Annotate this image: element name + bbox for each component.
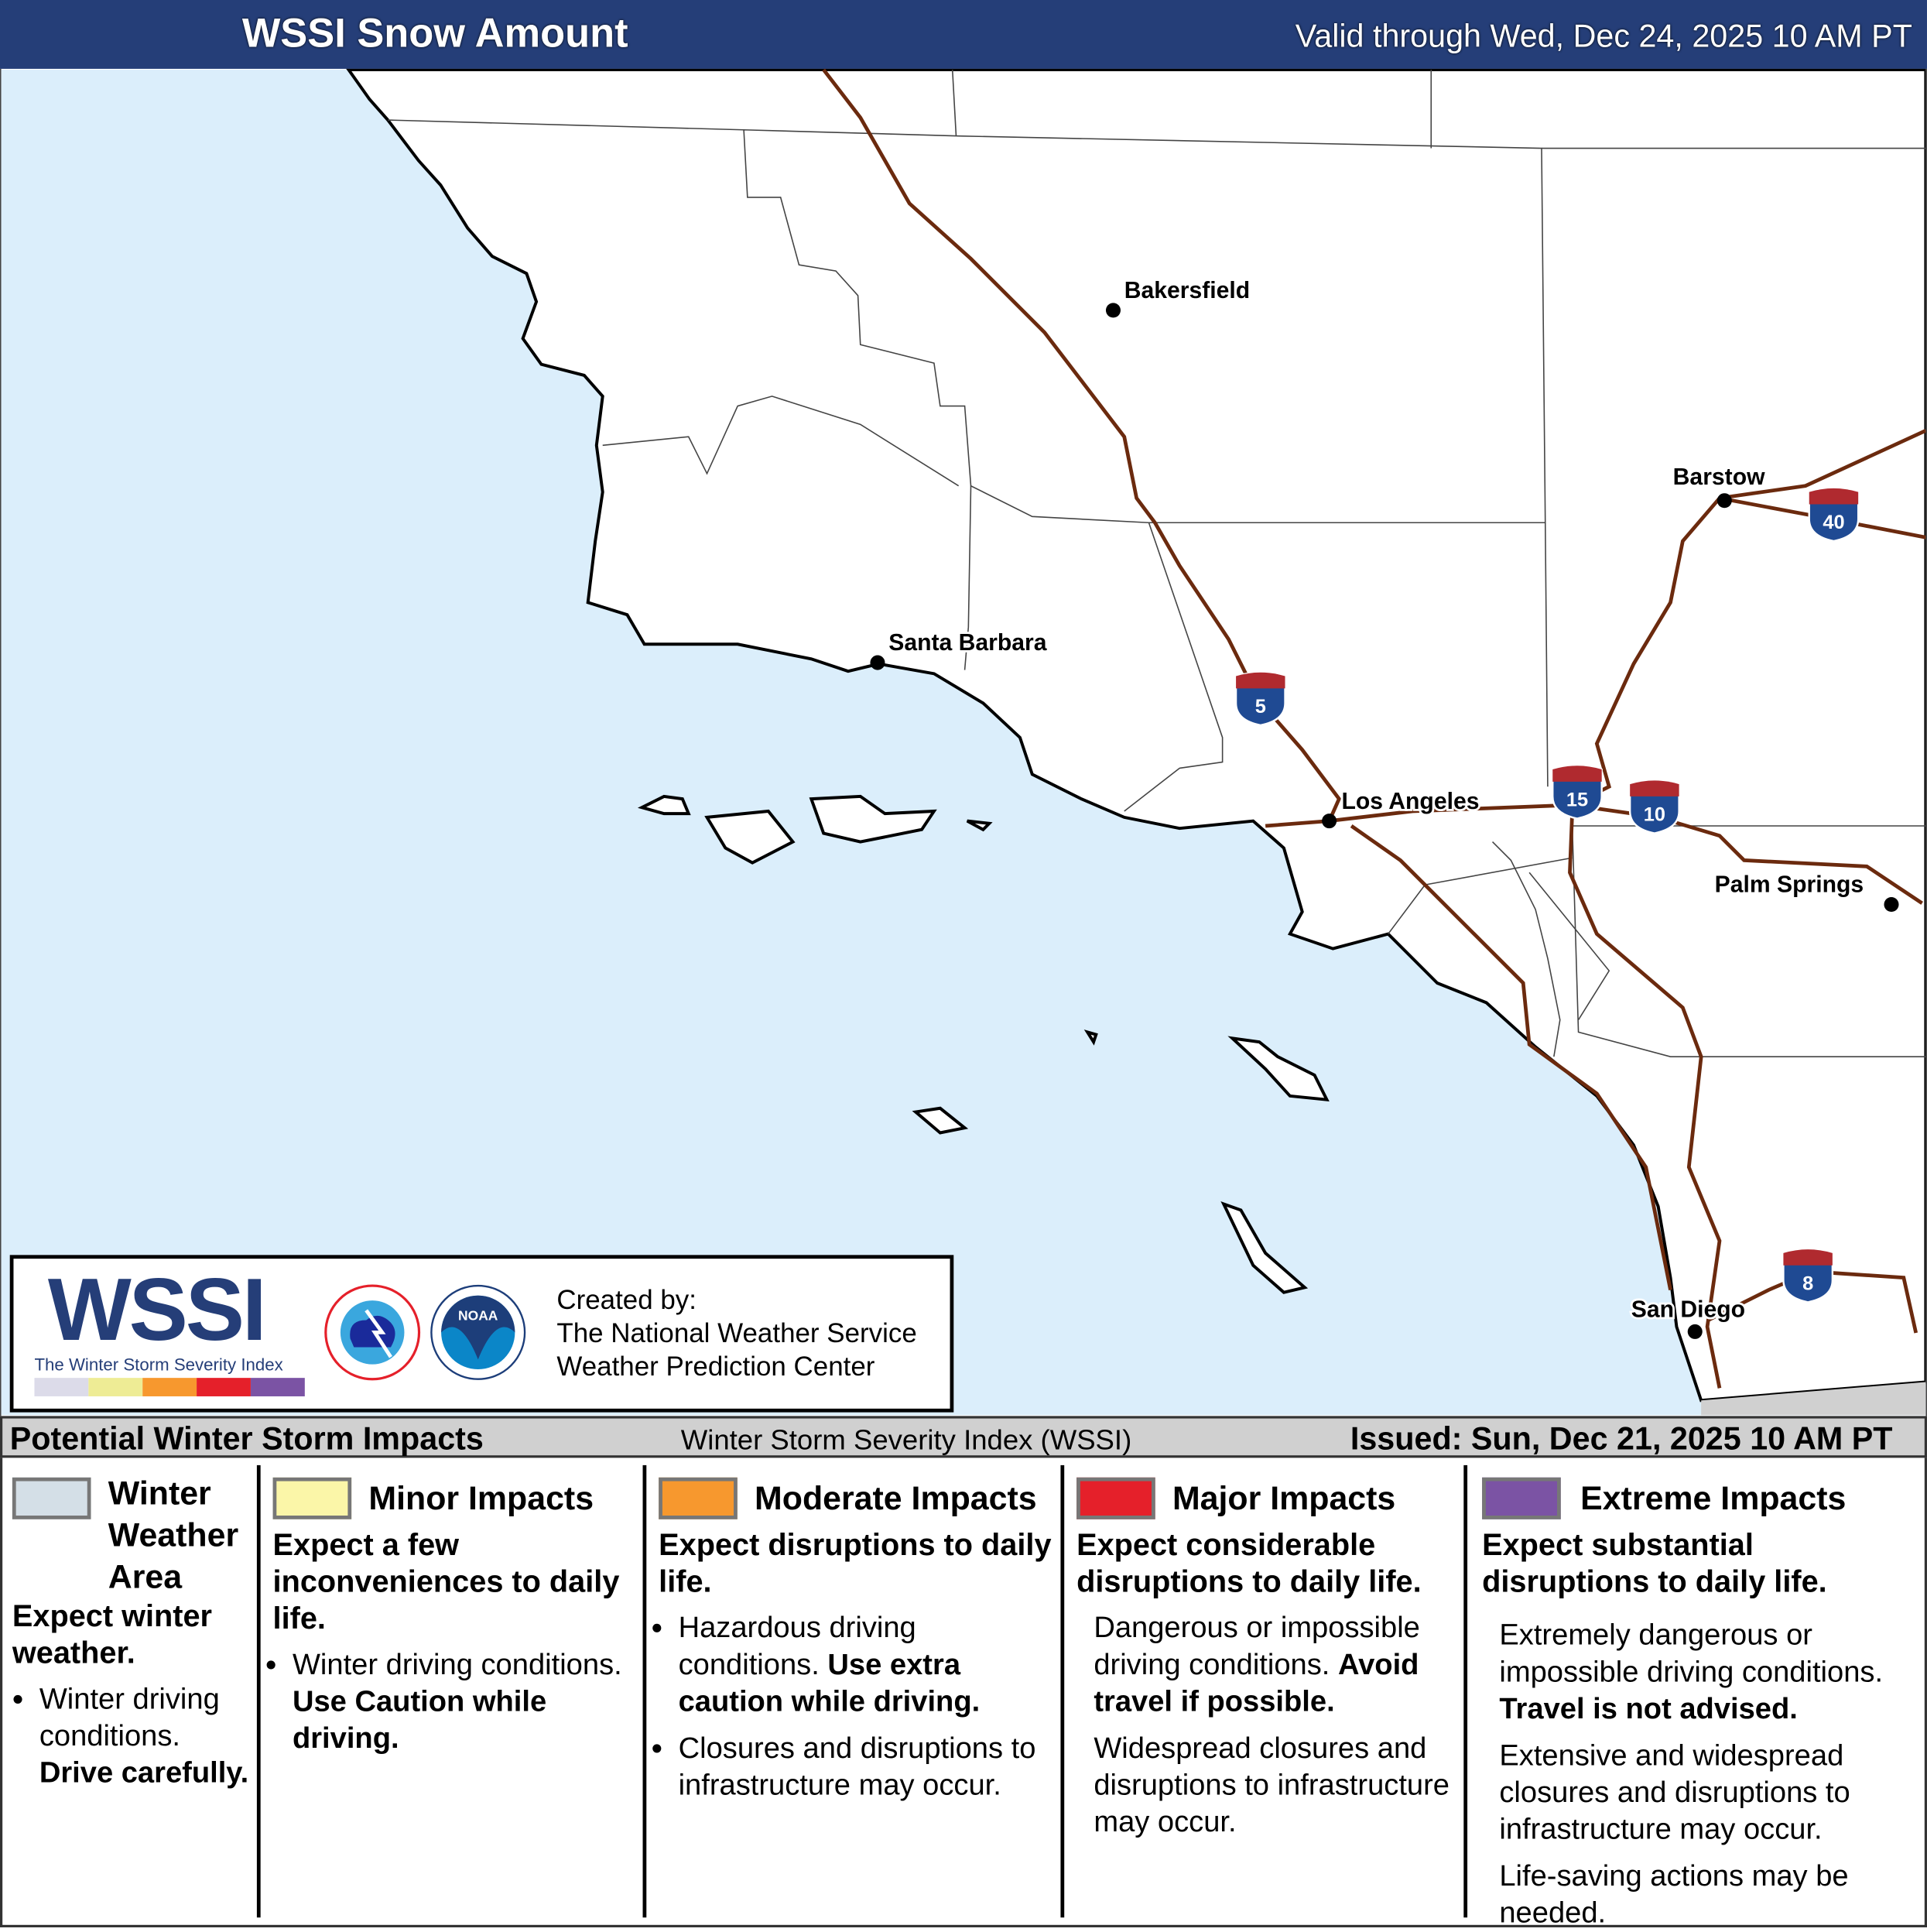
category-bullet: Hazardous driving conditions. Use extra … xyxy=(678,1611,981,1719)
wssi-subtitle: The Winter Storm Severity Index xyxy=(34,1354,283,1375)
legend-extreme: Extreme Impacts Expect substantial disru… xyxy=(1463,1464,1925,1930)
category-name: Extreme Impacts xyxy=(1580,1479,1847,1517)
category-bullet: Dangerous or impossible driving conditio… xyxy=(1094,1611,1420,1719)
interstate-5-shield-icon: 5 xyxy=(1234,671,1286,727)
category-bullet: Extensive and widespread closures and di… xyxy=(1499,1739,1850,1847)
svg-text:10: 10 xyxy=(1644,804,1665,826)
city-label-los-angeles: Los Angeles xyxy=(1341,789,1479,814)
category-bullet: Winter driving conditions. Use Caution w… xyxy=(292,1648,622,1756)
legend-winter-weather-area: Winter Weather Area Expect winter weathe… xyxy=(8,1465,257,1917)
wssi-logo: WSSI xyxy=(47,1261,267,1360)
map: Bakersfield Barstow Santa Barbara Los An… xyxy=(0,68,1927,1416)
city-dot-santa-barbara xyxy=(870,655,885,670)
category-name: Winter Weather Area xyxy=(108,1475,239,1596)
legend-major: Major Impacts Expect considerable disrup… xyxy=(1060,1464,1463,1918)
svg-text:NOAA: NOAA xyxy=(458,1308,498,1324)
swatch xyxy=(12,1477,91,1519)
interstate-40-shield-icon: 40 xyxy=(1808,487,1860,543)
swatch xyxy=(272,1477,352,1519)
category-name: Minor Impacts xyxy=(368,1479,594,1517)
category-bullet: Widespread closures and disruptions to i… xyxy=(1094,1732,1450,1839)
county-lines xyxy=(388,69,1926,1057)
svg-text:15: 15 xyxy=(1566,790,1588,811)
city-label-barstow: Barstow xyxy=(1673,464,1765,490)
wssi-color-bar xyxy=(34,1378,305,1396)
category-lead: Expect disruptions to daily life. xyxy=(659,1527,1052,1599)
noaa-logo-icon: NOAA xyxy=(430,1284,526,1380)
legend-moderate: Moderate Impacts Expect disruptions to d… xyxy=(642,1464,1061,1918)
mexico-area xyxy=(1701,1382,1926,1416)
legend-index-name: Winter Storm Severity Index (WSSI) xyxy=(680,1423,1132,1456)
header: WSSI Snow Amount Valid through Wed, Dec … xyxy=(0,0,1927,69)
legend-title: Potential Winter Storm Impacts xyxy=(9,1420,484,1457)
city-label-bakersfield: Bakersfield xyxy=(1124,278,1250,303)
category-lead: Expect considerable disruptions to daily… xyxy=(1076,1527,1422,1599)
city-label-palm-springs: Palm Springs xyxy=(1715,872,1864,898)
city-dot-barstow xyxy=(1717,493,1732,509)
credits-text: Created by: The National Weather Service… xyxy=(556,1283,916,1383)
category-bullet: Extremely dangerous or impossible drivin… xyxy=(1499,1619,1884,1726)
credits-line: Created by: xyxy=(556,1284,697,1316)
credits-line: The National Weather Service xyxy=(556,1317,917,1349)
interstate-15-shield-icon: 15 xyxy=(1552,765,1603,820)
swatch xyxy=(1482,1477,1561,1519)
svg-text:8: 8 xyxy=(1802,1273,1813,1294)
legend-title-bar: Potential Winter Storm Impacts Winter St… xyxy=(0,1416,1927,1458)
nws-logo-icon xyxy=(324,1284,421,1381)
interstate-8-shield-icon: 8 xyxy=(1782,1249,1834,1303)
category-bullet: Life-saving actions may be needed. xyxy=(1499,1859,1849,1930)
category-lead: Expect substantial disruptions to daily … xyxy=(1482,1527,1827,1599)
swatch xyxy=(659,1477,738,1519)
category-lead: Expect winter weather. xyxy=(12,1598,213,1671)
city-dot-bakersfield xyxy=(1105,303,1121,318)
city-markers: Bakersfield Barstow Santa Barbara Los An… xyxy=(870,276,1899,1339)
issued-time: Issued: Sun, Dec 21, 2025 10 AM PT xyxy=(1350,1420,1893,1457)
city-dot-palm-springs xyxy=(1884,896,1899,913)
valid-through: Valid through Wed, Dec 24, 2025 10 AM PT xyxy=(1295,17,1912,54)
svg-text:40: 40 xyxy=(1823,512,1844,533)
channel-islands xyxy=(637,794,1330,1294)
credits-box: WSSI The Winter Storm Severity Index NOA… xyxy=(9,1255,954,1413)
map-title: WSSI Snow Amount xyxy=(241,9,628,56)
city-label-santa-barbara: Santa Barbara xyxy=(888,630,1047,656)
interstate-10-shield-icon: 10 xyxy=(1628,779,1680,834)
category-name: Major Impacts xyxy=(1172,1479,1396,1517)
interstate-shields: 5 15 10 40 8 xyxy=(1234,487,1860,1303)
svg-text:5: 5 xyxy=(1255,696,1266,718)
category-bullet: Winter driving conditions. Drive careful… xyxy=(39,1682,249,1790)
credits-line: Weather Prediction Center xyxy=(556,1351,875,1382)
city-dot-san-diego xyxy=(1687,1324,1703,1339)
category-name: Moderate Impacts xyxy=(755,1479,1037,1517)
swatch xyxy=(1076,1477,1155,1519)
impact-legend: Winter Weather Area Expect winter weathe… xyxy=(0,1458,1927,1930)
category-bullet: Closures and disruptions to infrastructu… xyxy=(678,1732,1036,1803)
legend-minor: Minor Impacts Expect a few inconvenience… xyxy=(256,1464,643,1918)
city-label-san-diego: San Diego xyxy=(1631,1297,1745,1322)
category-lead: Expect a few inconveniences to daily lif… xyxy=(272,1527,620,1636)
city-dot-los-angeles xyxy=(1322,814,1337,829)
